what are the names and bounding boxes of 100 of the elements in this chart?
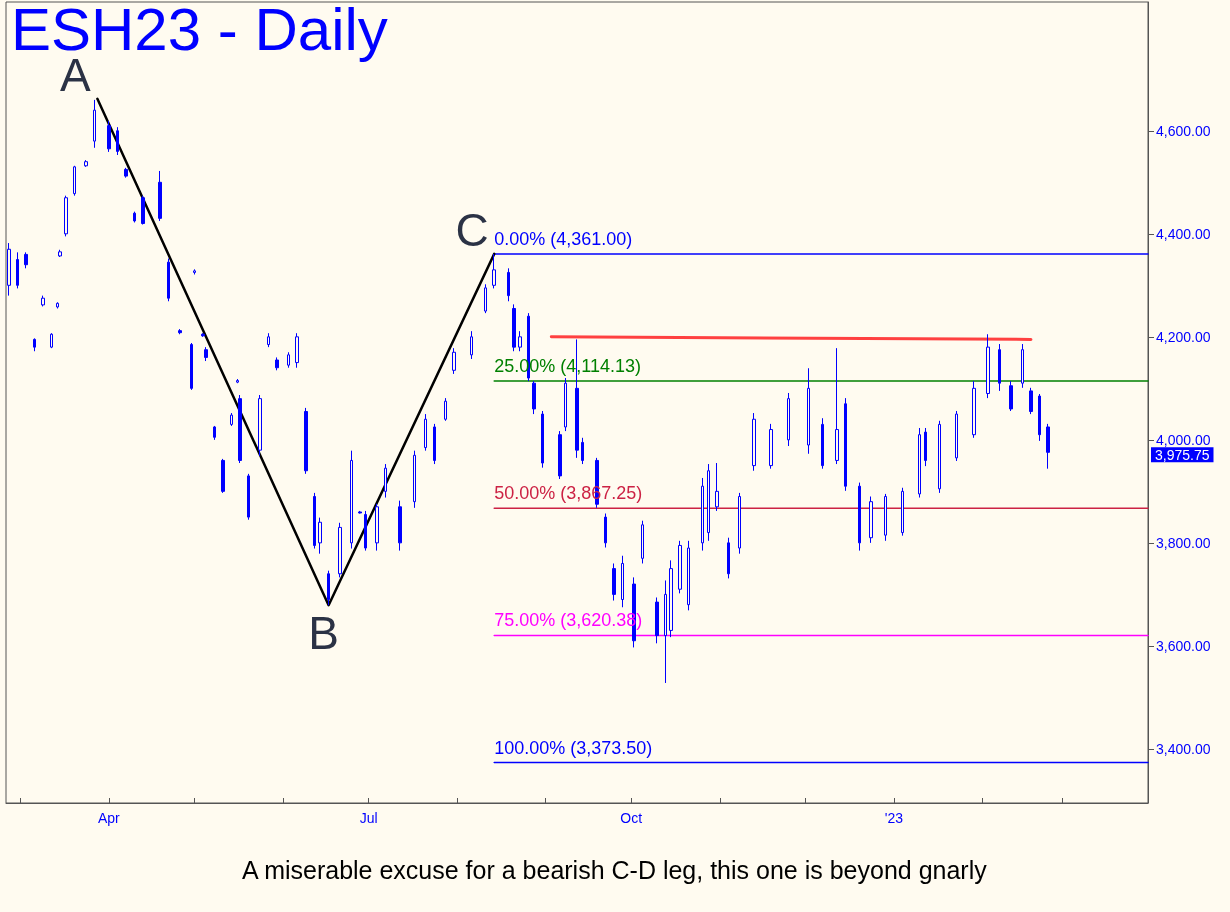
candlestick <box>452 347 456 375</box>
candlestick <box>73 165 76 197</box>
candlestick <box>715 462 719 512</box>
candlestick <box>664 579 667 684</box>
candlestick <box>238 394 242 464</box>
candlestick <box>287 351 290 369</box>
candlestick <box>327 570 330 606</box>
candlestick <box>972 380 976 439</box>
y-tick-label: 3,400.00 <box>1156 740 1211 757</box>
data-label: C <box>455 203 489 256</box>
candlestick <box>64 195 68 237</box>
x-tick-label: '23 <box>884 810 904 826</box>
candlestick <box>678 540 682 594</box>
candlestick <box>204 346 208 362</box>
candlestick <box>338 522 342 578</box>
candlestick <box>687 540 690 611</box>
candlestick <box>581 437 584 465</box>
candlestick <box>41 295 45 307</box>
candlestick <box>821 417 824 470</box>
candlestick <box>350 450 353 550</box>
candlestick <box>835 347 839 465</box>
candlestick <box>621 555 624 608</box>
candlestick <box>413 450 416 509</box>
candlestick <box>275 356 279 371</box>
candlestick <box>612 562 616 602</box>
candlestick <box>258 394 262 457</box>
candlestick <box>124 167 128 179</box>
candlestick <box>56 301 59 309</box>
candlestick <box>752 412 756 472</box>
text: A miserable excuse for a bearish C-D leg, this one is beyond gnarly <box>241 855 988 884</box>
candlestick <box>1029 387 1033 415</box>
candlestick <box>1021 343 1024 389</box>
candlestick <box>318 517 322 555</box>
candlestick <box>532 380 536 415</box>
candlestick <box>938 420 941 494</box>
candlestick <box>884 493 887 542</box>
candlestick <box>304 407 308 475</box>
candlestick <box>16 251 19 289</box>
candlestick <box>787 392 790 447</box>
y-tick-label: 3,600.00 <box>1156 637 1211 654</box>
candlestick <box>507 267 510 302</box>
candlestick <box>901 487 904 537</box>
candlestick <box>58 249 62 258</box>
candlestick <box>236 378 239 384</box>
candlestick <box>669 559 673 638</box>
candlestick <box>918 427 921 499</box>
text: 3,975.75 <box>1155 447 1210 464</box>
candlestick <box>7 242 11 297</box>
candlestick <box>564 377 567 432</box>
candlestick <box>267 332 270 348</box>
candlestick <box>470 330 473 360</box>
candlestick <box>844 397 847 492</box>
candlestick <box>701 477 704 552</box>
candlestick <box>807 367 810 455</box>
candlestick <box>190 342 193 391</box>
candlestick <box>158 170 162 222</box>
candlestick <box>707 463 710 542</box>
candlestick <box>84 159 88 168</box>
candlestick <box>201 332 205 338</box>
candlestick <box>313 492 316 550</box>
data-label: B <box>308 607 339 660</box>
candlestick <box>133 211 136 223</box>
candlestick <box>424 413 427 452</box>
candlestick <box>116 126 119 156</box>
x-tick-label: Jul <box>359 810 378 826</box>
candlestick <box>1038 393 1041 442</box>
x-tick-label: Oct <box>620 810 643 826</box>
candlestick <box>955 410 958 462</box>
candlestick <box>655 596 659 644</box>
candlestick <box>924 427 927 467</box>
y-tick-label: 3,800.00 <box>1156 534 1211 551</box>
candlestick <box>558 430 562 480</box>
candlestick <box>93 99 96 149</box>
series-label: 100.00% (3,373.50) <box>494 737 653 758</box>
candlestick <box>1009 380 1013 412</box>
candlestick <box>167 258 170 302</box>
candlestick <box>398 500 402 552</box>
candlestick <box>375 503 379 552</box>
candlestick <box>433 423 436 465</box>
candlestick <box>230 412 233 427</box>
candlestick <box>541 410 544 469</box>
candlestick <box>604 513 607 548</box>
candlestick <box>444 397 447 422</box>
candlestick <box>247 473 250 521</box>
candlestick <box>24 251 28 269</box>
candlestick <box>998 343 1001 392</box>
candlestick <box>986 333 990 399</box>
candlestick <box>364 510 367 552</box>
candlestick <box>518 330 522 352</box>
candlestick <box>193 268 196 275</box>
candlestick <box>641 520 644 564</box>
candlestick <box>869 496 873 544</box>
candlestick <box>50 332 53 349</box>
candlestick <box>213 425 216 441</box>
series-label: 0.00% (4,361.00) <box>494 228 633 249</box>
candlestick <box>858 482 861 552</box>
y-tick-label: 4,400.00 <box>1156 225 1211 242</box>
candlestick <box>33 337 36 352</box>
candlestick <box>727 537 730 579</box>
candlestick <box>484 283 487 314</box>
